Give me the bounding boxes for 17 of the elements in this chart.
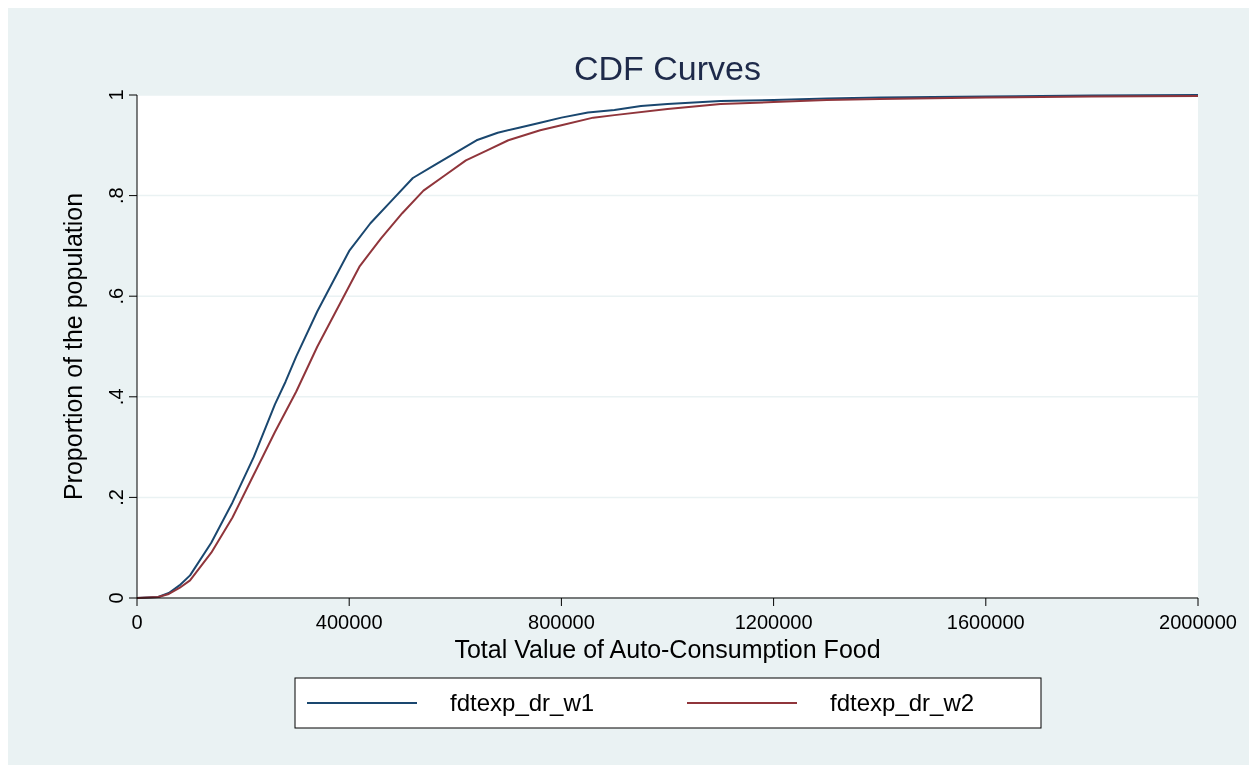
- x-tick-label: 2000000: [1159, 611, 1237, 633]
- y-tick-label: .6: [105, 287, 127, 305]
- x-tick-label: 1200000: [734, 611, 813, 633]
- x-tick-label: 800000: [528, 611, 595, 633]
- legend-label: fdtexp_dr_w2: [830, 689, 975, 716]
- y-tick-label: .4: [105, 388, 127, 406]
- y-axis-title: Proportion of the population: [59, 192, 87, 501]
- x-tick-label: 1600000: [946, 611, 1025, 633]
- y-tick-label: 1: [105, 89, 127, 101]
- chart-title: CDF Curves: [573, 49, 762, 87]
- legend-label: fdtexp_dr_w1: [450, 689, 595, 716]
- x-axis-title: Total Value of Auto-Consumption Food: [454, 635, 881, 663]
- y-tick-label: .8: [105, 187, 127, 204]
- x-tick-label: 400000: [315, 611, 383, 633]
- y-tick-label: .2: [105, 489, 127, 506]
- x-tick-label: 0: [131, 611, 143, 633]
- y-tick-label: 0: [105, 592, 127, 604]
